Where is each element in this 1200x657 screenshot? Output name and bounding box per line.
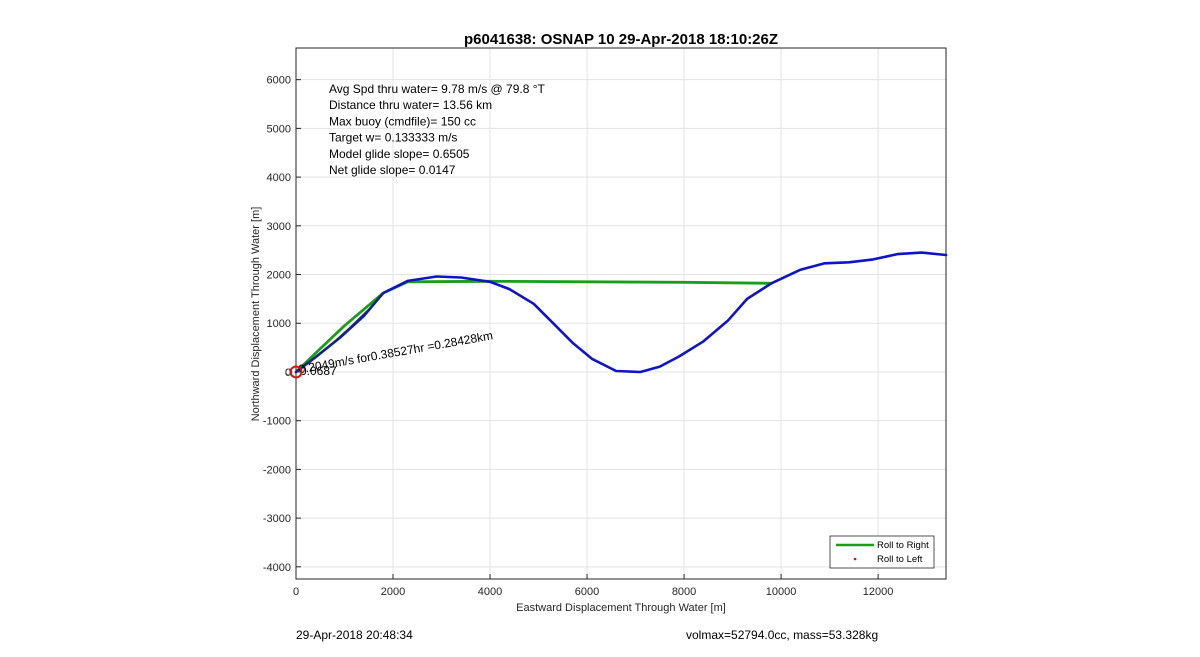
small-marker — [285, 368, 293, 376]
series-dark-line — [295, 292, 385, 373]
x-tick-label: 2000 — [381, 586, 405, 598]
legend-label-roll-right: Roll to Right — [877, 540, 929, 551]
legend-label-roll-left: Roll to Left — [877, 554, 923, 565]
x-tick-label: 6000 — [575, 586, 599, 598]
x-tick-label: 12000 — [863, 586, 894, 598]
y-tick-label: 5000 — [267, 123, 291, 135]
x-tick-label: 8000 — [672, 586, 696, 598]
y-tick-label: -4000 — [263, 562, 291, 574]
y-tick-label: -3000 — [263, 513, 291, 525]
stats-line: Model glide slope= 0.6505 — [329, 147, 470, 161]
series-blue-line — [294, 251, 948, 374]
footer-timestamp: 29-Apr-2018 20:48:34 — [296, 628, 413, 642]
y-tick-label: 1000 — [267, 318, 291, 330]
stats-line: Avg Spd thru water= 9.78 m/s @ 79.8 °T — [329, 82, 546, 96]
y-tick-label: 0 — [285, 367, 291, 379]
chart-title: p6041638: OSNAP 10 29-Apr-2018 18:10:26Z — [464, 31, 778, 48]
annotations: Avg Spd thru water= 9.78 m/s @ 79.8 °T Di… — [285, 82, 546, 379]
y-tick-label: 6000 — [267, 75, 291, 87]
y-axis-label: Northward Displacement Through Water [m] — [250, 207, 262, 422]
plot-area — [295, 47, 947, 580]
x-axis-label: Eastward Displacement Through Water [m] — [516, 602, 726, 614]
stats-line: Net glide slope= 0.0147 — [329, 163, 456, 177]
x-tick-label: 4000 — [478, 586, 502, 598]
legend-swatch-roll-left — [853, 557, 857, 561]
y-tick-label: 2000 — [267, 270, 291, 282]
x-tick-label: 10000 — [766, 586, 797, 598]
y-tick-label: -1000 — [263, 416, 291, 428]
stats-line: Distance thru water= 13.56 km — [329, 98, 492, 112]
series-group — [294, 251, 948, 374]
legend-box — [829, 535, 935, 569]
overlap-label: 0.0687 — [300, 364, 337, 378]
legend: Roll to Right Roll to Left — [829, 535, 935, 569]
start-marker — [289, 365, 303, 379]
x-tick-label: 0 — [293, 586, 299, 598]
grid — [295, 48, 946, 579]
y-tick-label: 4000 — [267, 172, 291, 184]
axis-ticks: 0 2000 4000 6000 8000 10000 12000-4000-3000-20… — [263, 75, 894, 598]
y-tick-label: -2000 — [263, 464, 291, 476]
footer-volume-mass: volmax=52794.0cc, mass=53.328kg — [686, 628, 878, 642]
stats-line: Max buoy (cmdfile)= 150 cc — [329, 114, 476, 128]
y-tick-label: 3000 — [267, 221, 291, 233]
stats-line: Target w= 0.133333 m/s — [329, 131, 457, 145]
